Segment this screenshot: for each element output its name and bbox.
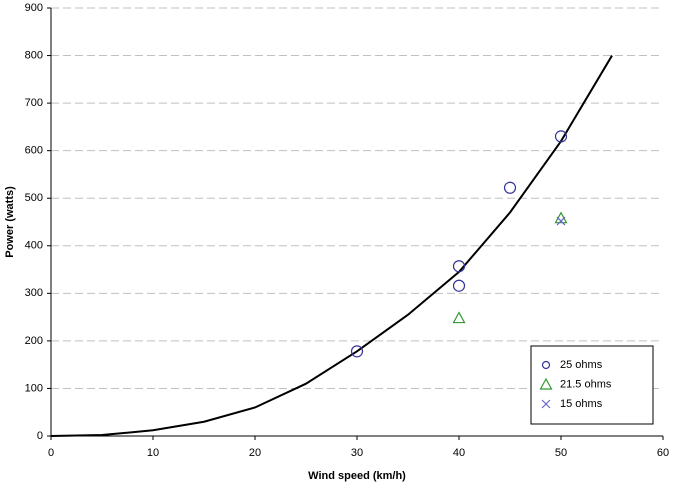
x-tick-label: 60 xyxy=(657,447,669,459)
legend-label: 25 ohms xyxy=(560,359,603,371)
y-tick-label: 900 xyxy=(25,2,43,14)
y-axis-title: Power (watts) xyxy=(4,186,16,258)
point xyxy=(503,181,517,194)
x-tick-label: 30 xyxy=(351,447,363,459)
y-tick-label: 100 xyxy=(25,382,43,394)
x-tick-label: 10 xyxy=(147,447,159,459)
y-tick-label: 400 xyxy=(25,240,43,252)
y-tick-label: 700 xyxy=(25,97,43,109)
point xyxy=(556,216,566,226)
legend-marker xyxy=(539,377,553,390)
legend-label: 21.5 ohms xyxy=(560,378,612,390)
y-tick-label: 300 xyxy=(25,287,43,299)
legend-marker xyxy=(541,399,551,409)
x-tick-label: 0 xyxy=(48,447,54,459)
legend-box xyxy=(530,345,654,425)
y-tick-label: 600 xyxy=(25,145,43,157)
y-tick-label: 800 xyxy=(25,49,43,61)
x-tick-label: 40 xyxy=(453,447,465,459)
point xyxy=(350,345,364,358)
x-axis-title: Wind speed (km/h) xyxy=(308,470,406,482)
point xyxy=(554,130,568,143)
x-tick-label: 20 xyxy=(249,447,261,459)
point xyxy=(452,279,466,292)
legend-label: 15 ohms xyxy=(560,398,603,410)
y-tick-label: 0 xyxy=(37,430,43,442)
fit-curve xyxy=(50,55,613,437)
y-tick-label: 500 xyxy=(25,192,43,204)
legend-marker xyxy=(541,360,551,370)
point xyxy=(452,311,466,324)
y-tick-label: 200 xyxy=(25,335,43,347)
point xyxy=(452,260,466,273)
legend: 25 ohms 21.5 ohms 15 ohms xyxy=(530,345,654,425)
x-tick-label: 50 xyxy=(555,447,567,459)
